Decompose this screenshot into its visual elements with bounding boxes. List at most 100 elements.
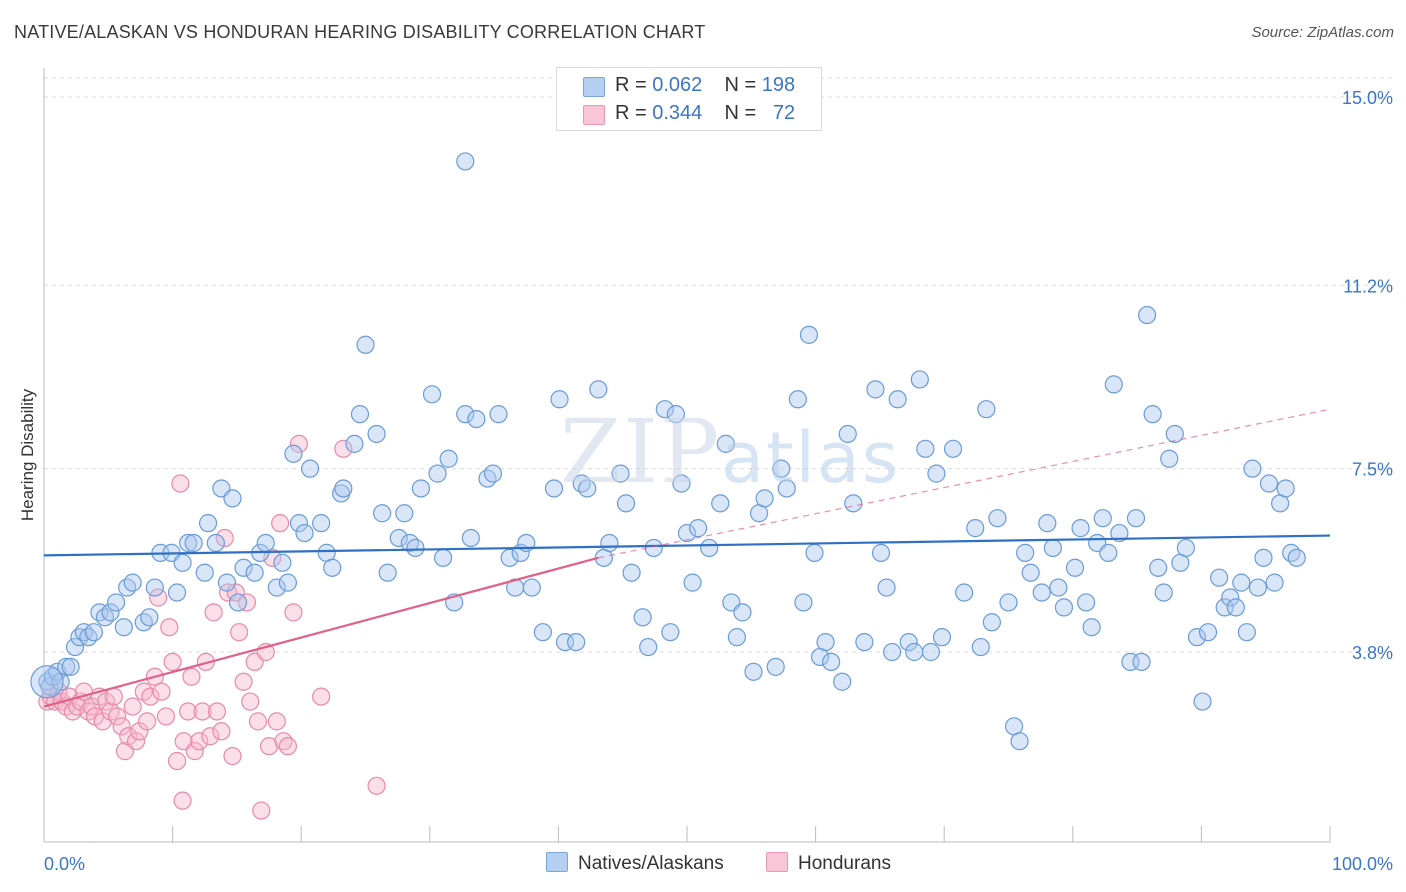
- y-tick-label: 15.0%: [1342, 88, 1393, 108]
- bottom-legend-swatch-pink: [766, 852, 788, 872]
- native-point: [683, 573, 702, 592]
- honduran-point: [230, 623, 249, 642]
- native-point: [184, 533, 203, 553]
- native-point: [439, 449, 458, 468]
- native-point: [522, 578, 541, 597]
- native-point: [578, 479, 597, 498]
- honduran-point: [138, 712, 157, 731]
- native-point: [378, 563, 397, 582]
- native-point: [744, 662, 763, 681]
- native-point: [866, 380, 885, 399]
- native-point: [256, 533, 275, 553]
- honduran-point: [367, 776, 386, 795]
- native-point: [666, 405, 686, 424]
- x-tick-label-left: 0.0%: [44, 854, 85, 874]
- native-point: [1165, 424, 1184, 444]
- y-axis-label: Hearing Disability: [18, 388, 37, 522]
- native-point: [1065, 558, 1085, 577]
- honduran-point: [130, 722, 149, 741]
- native-point: [356, 335, 375, 354]
- bottom-legend-label: Hondurans: [798, 853, 891, 874]
- native-point: [167, 583, 187, 602]
- native-point: [1054, 598, 1074, 617]
- native-point: [1104, 375, 1123, 394]
- native-point: [198, 514, 218, 533]
- hondurans-trend-extension: [598, 408, 1331, 559]
- natives-points: [30, 152, 1306, 751]
- native-point: [1077, 593, 1096, 612]
- native-point: [672, 474, 691, 493]
- native-point: [312, 514, 331, 533]
- native-point: [1176, 538, 1195, 558]
- native-point: [1016, 543, 1035, 562]
- honduran-point: [179, 702, 198, 721]
- honduran-point: [259, 737, 279, 756]
- native-point: [799, 325, 819, 344]
- honduran-point: [104, 687, 123, 706]
- legend-r-label: R =: [615, 102, 647, 124]
- native-point: [700, 538, 719, 558]
- native-point: [140, 608, 159, 627]
- native-point: [1082, 618, 1101, 637]
- honduran-point: [190, 732, 209, 751]
- native-point: [411, 479, 431, 498]
- native-point: [456, 405, 475, 424]
- native-point: [988, 509, 1007, 528]
- legend-r-value: 0.062: [652, 74, 703, 96]
- native-point: [289, 514, 309, 533]
- native-point: [943, 439, 963, 458]
- native-point: [389, 528, 408, 548]
- native-point: [910, 370, 929, 389]
- hondurans-points: [38, 434, 386, 820]
- chart-title: NATIVE/ALASKAN VS HONDURAN HEARING DISAB…: [14, 22, 706, 42]
- native-point: [982, 613, 1001, 632]
- honduran-point: [112, 717, 131, 736]
- honduran-point: [160, 618, 179, 637]
- native-point: [1110, 523, 1129, 543]
- honduran-point: [126, 732, 146, 751]
- bottom-legend-label: Natives/Alaskans: [578, 853, 724, 874]
- honduran-point: [173, 791, 192, 810]
- legend-n-value: 198: [761, 74, 796, 96]
- native-point: [805, 543, 824, 562]
- native-point: [367, 424, 386, 444]
- honduran-point: [334, 439, 353, 458]
- honduran-point: [108, 707, 127, 726]
- y-tick-label: 11.2%: [1343, 276, 1393, 296]
- native-point: [572, 474, 591, 493]
- native-point: [1154, 583, 1173, 602]
- native-point: [434, 548, 453, 567]
- native-point: [500, 548, 519, 567]
- native-point: [639, 637, 658, 657]
- honduran-point: [223, 746, 242, 766]
- x-tick-label-right: 100.0%: [1332, 854, 1393, 874]
- honduran-point: [207, 702, 227, 721]
- native-point: [350, 405, 370, 424]
- y-tick-label: 7.5%: [1352, 460, 1393, 480]
- native-point: [1071, 519, 1090, 538]
- native-point: [1226, 598, 1245, 617]
- native-point: [334, 479, 353, 498]
- native-point: [323, 558, 342, 577]
- native-point: [267, 578, 286, 597]
- honduran-point: [278, 737, 297, 756]
- native-point: [273, 553, 292, 572]
- honduran-point: [149, 588, 168, 607]
- bottom-legend-swatch-blue: [546, 852, 568, 872]
- legend-swatch-blue: [583, 77, 605, 97]
- native-point: [173, 553, 192, 572]
- trend-lines: [43, 408, 1331, 708]
- native-point: [245, 563, 264, 582]
- native-point: [467, 409, 486, 429]
- honduran-point: [93, 712, 112, 731]
- source-label: Source: ZipAtlas.com: [1251, 24, 1394, 41]
- native-point: [395, 504, 414, 523]
- native-point: [483, 464, 503, 483]
- honduran-point: [82, 697, 101, 716]
- native-point: [284, 444, 303, 463]
- native-point: [1099, 543, 1118, 562]
- native-point: [278, 573, 297, 592]
- legend-n-value: 72: [772, 102, 796, 124]
- native-point: [589, 380, 608, 399]
- native-point: [855, 632, 874, 652]
